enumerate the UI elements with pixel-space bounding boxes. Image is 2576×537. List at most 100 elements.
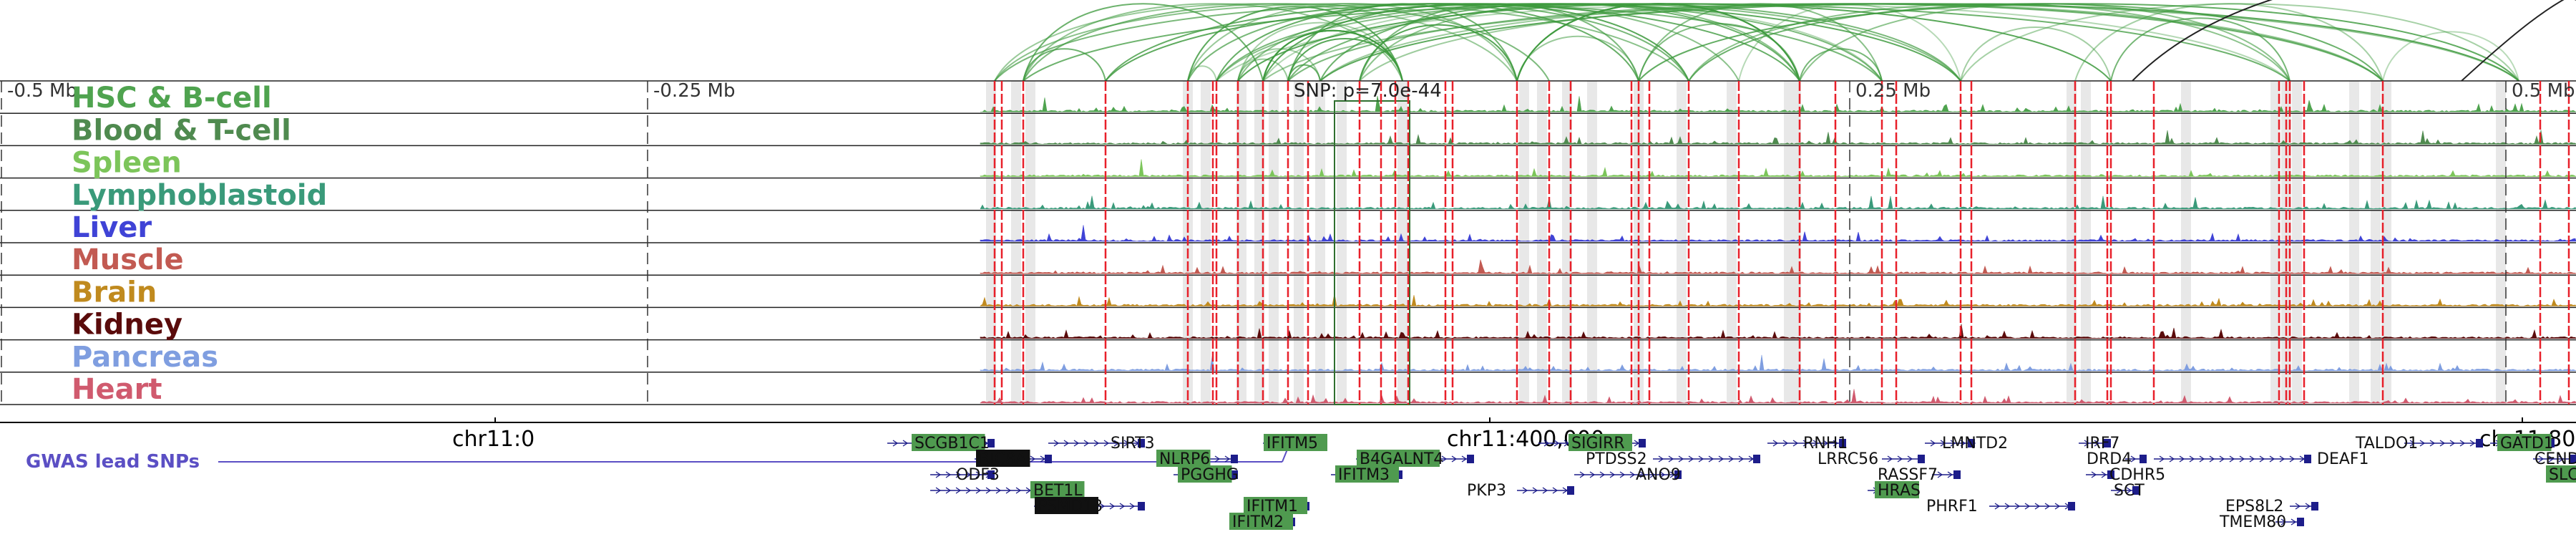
strand-arrow [2279,455,2285,463]
strand-arrow [2469,440,2476,447]
gene-exon [2311,502,2318,511]
strand-arrow [2054,503,2061,510]
strand-arrow [2091,471,2097,478]
strand-arrow [2169,455,2175,463]
gene-label: IRF7 [2085,435,2119,453]
strand-arrow [2209,455,2215,463]
gene-exon [1953,470,1961,479]
strand-arrow [2449,440,2456,447]
gene-label: BET1L [1033,482,1083,500]
strand-arrow [2538,455,2545,463]
strand-arrow [1649,471,1656,478]
strand-arrow [1123,440,1130,447]
strand-arrow [1937,471,1943,478]
strand-arrow [2269,455,2275,463]
strand-arrow [2116,487,2122,494]
strand-arrow [2126,487,2132,494]
loop-arc [1216,3,1639,82]
strand-arrow [2558,455,2565,463]
gene-exon [1231,470,1238,479]
strand-arrow [1792,440,1799,447]
track-label-8: Kidney [72,309,182,342]
track-label-7: Brain [72,276,157,309]
gene-exon [1567,486,1574,495]
strand-arrow [2305,503,2311,510]
strand-arrow [2199,455,2205,463]
gene-label: HRAS [1878,482,1921,500]
gene-label: IFITM3 [1338,466,1390,484]
strand-arrow [1552,487,1558,494]
strand-arrow [1782,440,1789,447]
loop-arc [1023,48,1106,82]
distance-tick-label: -0.25 Mb [653,80,735,102]
strand-arrow [2084,440,2090,447]
loop-arc [1023,3,1550,82]
gene-exon [1639,439,1646,448]
strand-arrow [1015,487,1022,494]
strand-arrow [2229,455,2235,463]
gene-label: SCGB1C1 [914,435,990,453]
gene-label-box [1178,465,1232,483]
gene-exon [1968,439,1975,448]
strand-arrow [1658,455,1664,463]
strand-arrow [1113,440,1120,447]
strand-arrow [1994,503,2001,510]
loop-arc [994,3,1689,82]
gene-label-box [2497,434,2552,451]
loop-arc [1638,3,1883,82]
gene-label: IFITM5 [1267,435,1318,453]
strand-arrow [1214,455,1221,463]
strand-arrow [955,487,962,494]
gene-label-box [976,450,1030,467]
strand-arrow [1772,440,1779,447]
strand-arrow [2179,455,2185,463]
gene-label: PHRF1 [1926,498,1978,516]
gene-label: NLRP6 [1159,450,1210,468]
gene-label: PTDSS2 [1586,450,1647,468]
gwas-lead-snps-label: GWAS lead SNPs [26,451,200,473]
distance-tick-label: 0.5 Mb [2512,80,2575,102]
track-label-10: Heart [72,373,162,406]
focus-box [1334,100,1410,405]
strand-arrow [1738,455,1745,463]
gene-exon [1918,455,1925,463]
loop-arc [1960,26,2112,82]
strand-arrow [1553,440,1560,447]
loop-arc [1023,3,1264,82]
strand-arrow [1823,440,1829,447]
strand-arrow [2014,503,2021,510]
strand-arrow [2409,440,2416,447]
strand-arrow [1718,455,1724,463]
gene-exon [1467,455,1474,463]
loop-arc [1105,3,1961,82]
gene-label: SCT [2114,482,2145,500]
gene-exon [2140,455,2147,463]
gene-label: DEAF1 [2317,450,2369,468]
loop-arc [1287,38,1403,82]
chromatin-loop-arcs [994,0,2576,82]
strand-arrow [2439,440,2446,447]
strand-arrow [1063,440,1070,447]
strand-arrow [1109,503,1116,510]
signal-track-8 [980,324,2576,339]
strand-arrow [1940,440,1946,447]
gene-exon [1674,470,1682,479]
gene-label: ANO9 [1636,466,1681,484]
gene-exon [2297,518,2304,526]
track-label-3: Spleen [72,147,182,180]
loop-arc [1216,3,2290,82]
track-label-5: Liver [72,211,152,244]
gene-label: PKP3 [1467,482,1506,500]
strand-arrow [2219,455,2225,463]
strand-arrow [995,487,1002,494]
gene-label: TMEM80 [2219,513,2286,531]
gene-label: SIRT3 [1111,435,1155,453]
loop-arc [2074,3,2384,82]
gene-label-box [1264,434,1327,451]
strand-arrow [1609,471,1616,478]
gene-label-box [2546,465,2576,483]
strand-arrow [1659,471,1666,478]
gene-label-box [1156,450,1211,467]
strand-arrow [2295,503,2301,510]
